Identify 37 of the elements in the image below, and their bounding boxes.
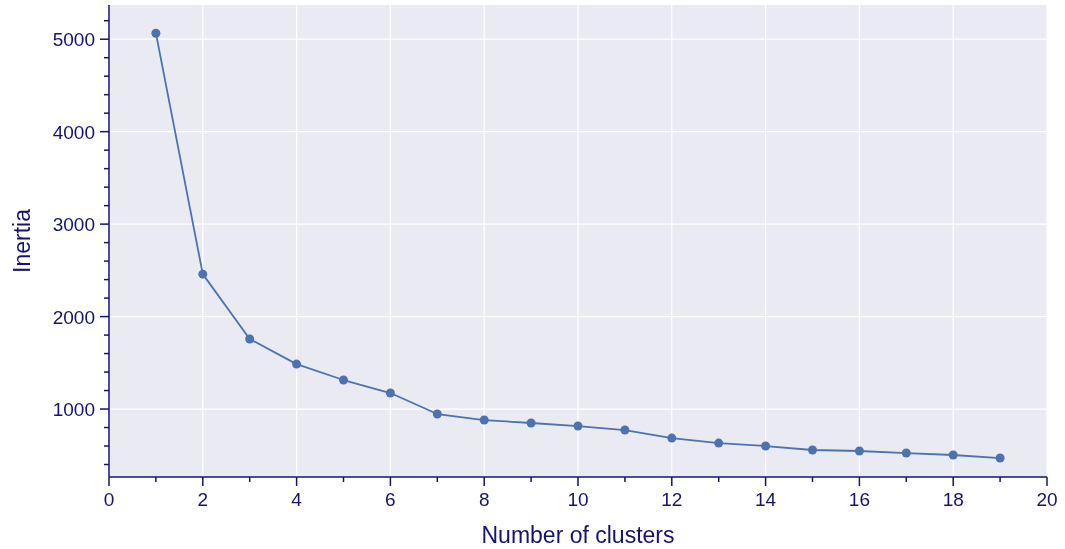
point bbox=[948, 450, 958, 460]
x-tick-label: 20 bbox=[1036, 489, 1058, 510]
point bbox=[432, 409, 442, 419]
x-tick-label: 8 bbox=[478, 489, 490, 510]
point bbox=[573, 421, 583, 431]
point bbox=[995, 453, 1005, 463]
x-tick-label: 2 bbox=[197, 489, 209, 510]
y-tick-label: 4000 bbox=[52, 121, 95, 143]
point bbox=[620, 425, 630, 435]
x-axis-title: Number of clusters bbox=[481, 522, 675, 548]
point bbox=[479, 415, 489, 425]
y-tick-label: 3000 bbox=[52, 214, 95, 236]
point bbox=[151, 28, 161, 38]
point bbox=[667, 433, 677, 443]
point bbox=[198, 269, 208, 279]
point bbox=[854, 446, 864, 456]
x-tick-label: 14 bbox=[755, 489, 777, 510]
x-tick-label: 6 bbox=[385, 489, 396, 510]
x-tick-label: 12 bbox=[661, 489, 683, 510]
x-tick-label: 18 bbox=[942, 489, 964, 510]
x-tick-label: 4 bbox=[291, 489, 303, 510]
x-tick-label: 16 bbox=[848, 489, 870, 510]
point bbox=[901, 448, 911, 458]
point bbox=[761, 441, 771, 451]
y-axis-title: Inertia bbox=[9, 208, 35, 273]
y-tick-label: 2000 bbox=[52, 306, 95, 328]
point bbox=[714, 438, 724, 448]
y-tick-label: 5000 bbox=[52, 29, 95, 51]
point bbox=[808, 445, 817, 455]
point bbox=[245, 334, 255, 344]
point bbox=[292, 359, 302, 369]
y-tick-label: 1000 bbox=[52, 399, 95, 421]
x-tick-label: 0 bbox=[103, 489, 115, 510]
point bbox=[339, 375, 348, 385]
point bbox=[385, 388, 395, 398]
point bbox=[526, 418, 536, 428]
x-tick-label: 10 bbox=[567, 489, 589, 510]
